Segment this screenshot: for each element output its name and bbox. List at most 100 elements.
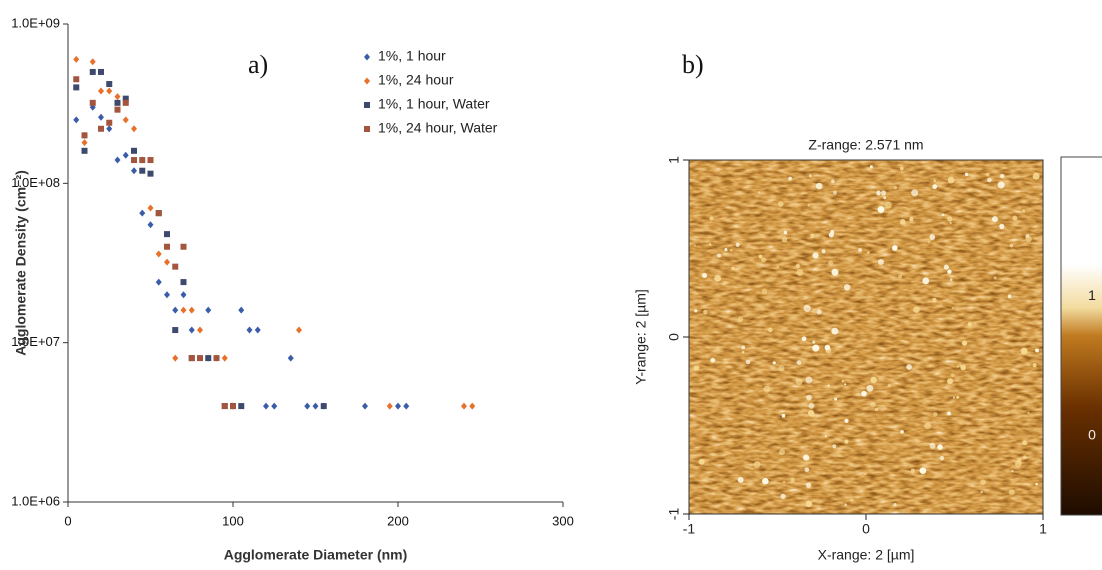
- afm-spot: [843, 283, 851, 291]
- afm-spot: [1000, 173, 1005, 179]
- afm-spot: [763, 385, 771, 393]
- afm-spot: [929, 442, 936, 449]
- x-tick-label: 300: [552, 513, 574, 528]
- afm-spot: [1022, 455, 1027, 460]
- colorbar-tick-label: 0: [1088, 426, 1096, 442]
- afm-spot: [870, 376, 877, 384]
- point: [263, 402, 269, 410]
- point: [98, 68, 104, 75]
- afm-spot: [991, 216, 998, 223]
- afm-spot: [997, 181, 1005, 189]
- point: [188, 355, 195, 362]
- afm-spot: [694, 309, 698, 313]
- point: [469, 402, 476, 410]
- point: [180, 279, 187, 286]
- afm-spot: [910, 468, 915, 473]
- afm-spot: [758, 254, 763, 259]
- afm-spot: [767, 327, 773, 333]
- afm-spot: [933, 179, 936, 183]
- point: [164, 291, 170, 299]
- afm-spot: [803, 304, 811, 312]
- afm-spot: [735, 242, 740, 247]
- afm-spot: [741, 350, 745, 354]
- y-axis-label: Y-range: 2 [µm]: [633, 289, 649, 384]
- x-axis-label: X-range: 2 [µm]: [818, 547, 915, 563]
- afm-spot: [831, 327, 839, 335]
- point: [122, 116, 129, 124]
- afm-spot: [967, 321, 973, 327]
- colorbar: [1060, 156, 1102, 516]
- afm-spot: [922, 277, 930, 285]
- afm-spot: [841, 379, 845, 383]
- afm-spot: [867, 251, 870, 254]
- point: [403, 402, 410, 410]
- afm-spot: [941, 213, 945, 217]
- point: [89, 99, 96, 106]
- afm-spot: [717, 253, 721, 258]
- point: [271, 402, 278, 410]
- point: [139, 167, 146, 174]
- afm-spot: [790, 477, 795, 483]
- afm-spot: [808, 174, 812, 178]
- afm-spot: [951, 307, 955, 310]
- afm-spot: [932, 184, 938, 189]
- point: [180, 243, 187, 250]
- point: [395, 402, 401, 410]
- point: [155, 250, 162, 258]
- point: [180, 306, 187, 314]
- point: [320, 403, 327, 410]
- afm-spot: [924, 422, 931, 430]
- afm-spot: [913, 306, 920, 313]
- point: [238, 403, 245, 410]
- afm-spot: [1022, 440, 1028, 446]
- afm-spot: [883, 196, 887, 200]
- afm-spot: [1022, 209, 1026, 213]
- afm-spot: [899, 218, 906, 225]
- afm-spot: [893, 185, 898, 190]
- afm-spot: [861, 390, 867, 397]
- afm-spot: [900, 429, 904, 434]
- x-tick-label: 1: [1039, 521, 1047, 537]
- point: [221, 354, 228, 362]
- panel-label: a): [248, 50, 268, 79]
- colorbar-tick-label: 1: [1088, 287, 1096, 303]
- afm-spot: [805, 482, 812, 488]
- point: [230, 403, 236, 410]
- x-axis-label: Agglomerate Diameter (nm): [224, 547, 408, 563]
- afm-spot: [781, 413, 786, 418]
- afm-spot: [806, 394, 812, 401]
- afm-spot: [959, 364, 962, 367]
- point: [106, 87, 113, 95]
- afm-spot: [698, 458, 705, 465]
- afm-spot: [782, 480, 786, 484]
- afm-spot: [693, 244, 696, 247]
- point: [147, 170, 154, 177]
- afm-spot: [815, 182, 823, 190]
- afm-spot: [980, 490, 983, 494]
- afm-spot: [810, 233, 815, 239]
- afm-spot: [949, 221, 952, 225]
- point: [81, 132, 88, 139]
- point: [172, 306, 179, 314]
- point: [114, 93, 121, 101]
- afm-spot: [729, 248, 733, 252]
- afm-spot: [796, 360, 802, 365]
- afm-spot: [832, 444, 837, 449]
- afm-spot: [874, 407, 879, 412]
- afm-spot: [1017, 458, 1022, 463]
- afm-spot: [1032, 363, 1037, 368]
- point: [131, 157, 137, 164]
- afm-spot: [1007, 294, 1012, 299]
- point: [131, 147, 137, 154]
- afm-spot: [777, 201, 784, 207]
- y-tick-label: -1: [666, 508, 682, 521]
- legend-label: 1%, 1 hour, Water: [378, 96, 490, 112]
- afm-spot: [844, 383, 847, 386]
- y-tick-label: 1.0E+08: [11, 175, 60, 190]
- afm-spot: [864, 473, 867, 476]
- point: [81, 147, 88, 154]
- afm-spot: [877, 206, 885, 213]
- point: [197, 355, 203, 362]
- afm-spot: [803, 454, 810, 461]
